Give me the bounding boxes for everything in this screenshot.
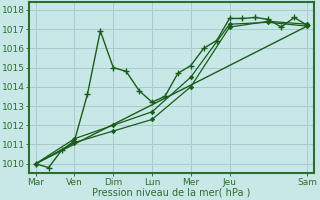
X-axis label: Pression niveau de la mer( hPa ): Pression niveau de la mer( hPa ) <box>92 188 251 198</box>
